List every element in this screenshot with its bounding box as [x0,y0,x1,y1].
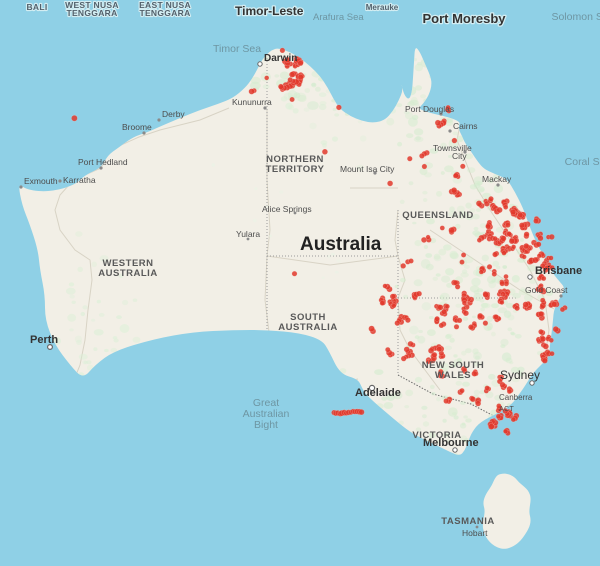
svg-text:Kununurra: Kununurra [232,97,272,107]
svg-text:Cairns: Cairns [453,121,478,131]
svg-text:Coral Sea: Coral Sea [565,156,600,168]
svg-text:Canberra: Canberra [499,393,533,402]
svg-text:Darwin: Darwin [264,53,297,64]
svg-text:Port Hedland: Port Hedland [78,157,128,167]
svg-text:Melbourne: Melbourne [423,437,479,449]
svg-text:Sydney: Sydney [500,368,540,382]
svg-text:AUSTRALIA: AUSTRALIA [98,268,157,279]
svg-text:Merauke: Merauke [366,3,399,12]
svg-text:Adelaide: Adelaide [355,387,401,399]
svg-text:Port Moresby: Port Moresby [422,11,506,26]
svg-text:AUSTRALIA: AUSTRALIA [278,322,337,333]
svg-text:TASMANIA: TASMANIA [441,516,494,527]
svg-text:Mackay: Mackay [482,174,512,184]
svg-text:Brisbane: Brisbane [535,265,582,277]
svg-text:Alice Springs: Alice Springs [262,204,312,214]
svg-text:Arafura Sea: Arafura Sea [313,12,364,23]
svg-text:Hobart: Hobart [462,528,488,538]
svg-text:Australia: Australia [300,234,382,255]
svg-text:Exmouth: Exmouth [24,176,58,186]
svg-text:Timor Sea: Timor Sea [213,43,261,55]
svg-text:Derby: Derby [162,109,185,119]
svg-text:Gold Coast: Gold Coast [525,285,568,295]
svg-text:Mount Isa City: Mount Isa City [340,164,395,174]
svg-text:Solomon Sea: Solomon Sea [551,11,600,23]
svg-text:Perth: Perth [30,334,58,346]
svg-text:TENGGARA: TENGGARA [139,8,190,18]
svg-text:ACT: ACT [499,406,515,413]
svg-text:Broome: Broome [122,122,152,132]
svg-text:Karratha: Karratha [63,175,96,185]
svg-text:City: City [452,151,467,161]
svg-text:QUEENSLAND: QUEENSLAND [402,210,474,221]
svg-text:Timor-Leste: Timor-Leste [235,4,304,18]
svg-text:WALES: WALES [435,370,471,381]
svg-text:Yulara: Yulara [236,229,260,239]
svg-text:TENGGARA: TENGGARA [66,8,117,18]
svg-text:BALI: BALI [26,2,47,12]
svg-text:TERRITORY: TERRITORY [266,164,325,175]
svg-text:Bight: Bight [254,419,278,431]
svg-text:Port Douglas: Port Douglas [405,104,454,114]
